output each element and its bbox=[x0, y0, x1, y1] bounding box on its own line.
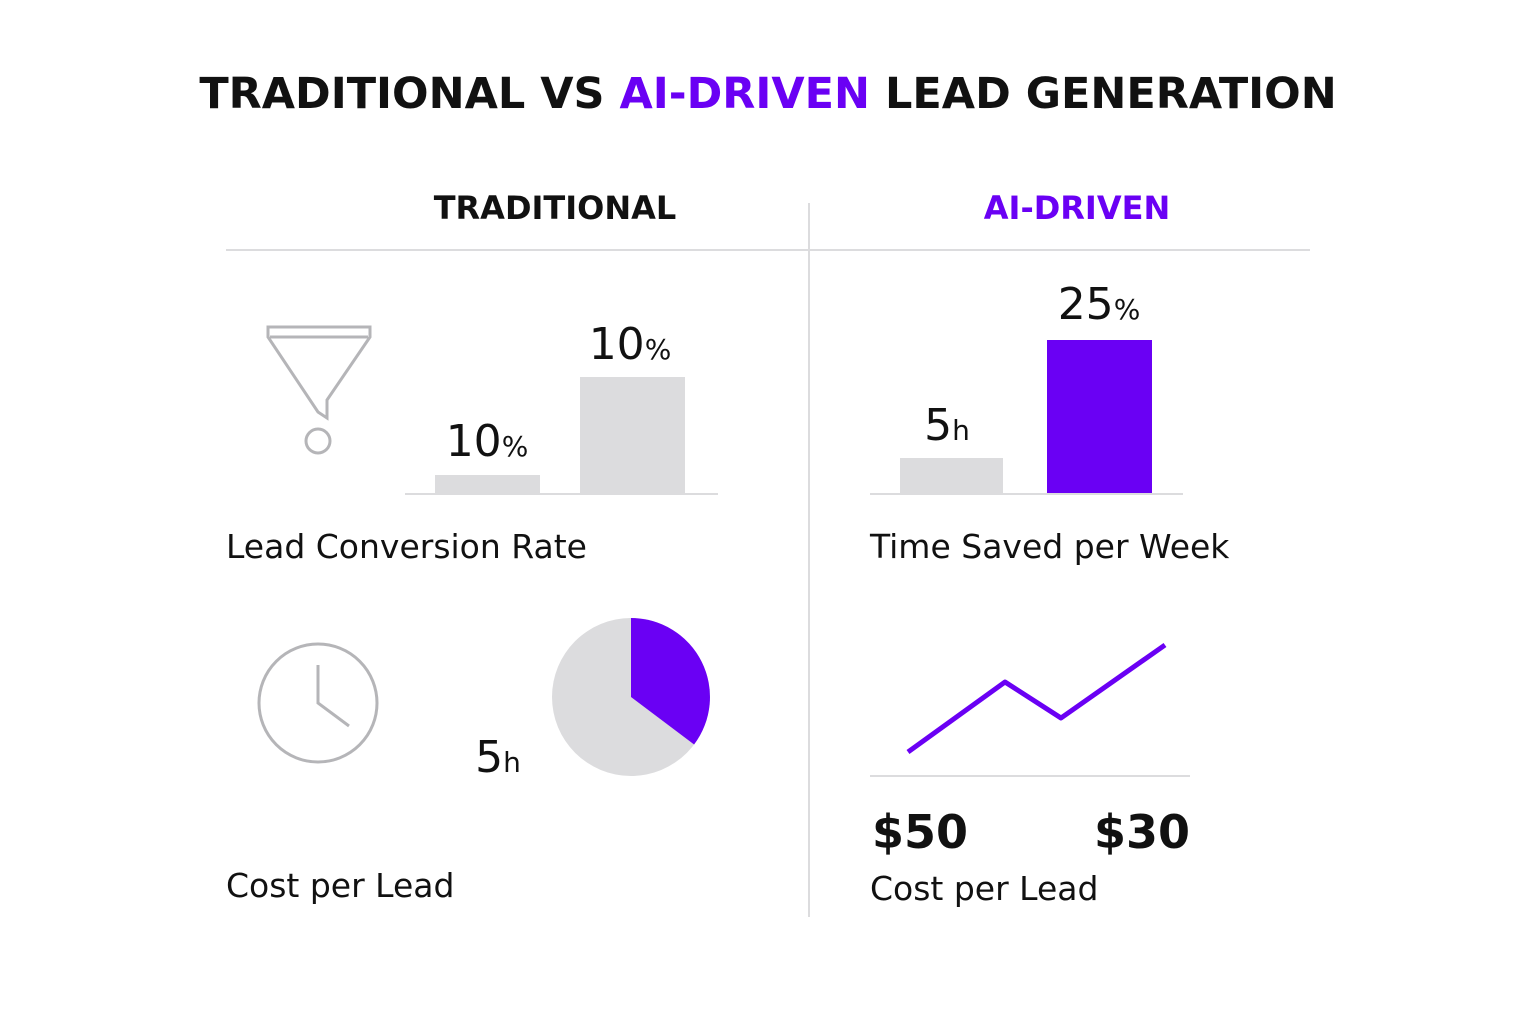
pie-slice bbox=[631, 618, 710, 745]
number: 25 bbox=[1058, 279, 1114, 330]
bar bbox=[900, 458, 1003, 494]
cost-label: $50 bbox=[872, 805, 968, 859]
trend-line bbox=[906, 642, 1167, 755]
caption: Cost per Lead bbox=[226, 866, 454, 905]
cost-label: $30 bbox=[1094, 805, 1190, 859]
unit: % bbox=[1114, 293, 1141, 326]
bar bbox=[435, 475, 540, 494]
column-header: TRADITIONAL bbox=[434, 189, 677, 227]
bar bbox=[1047, 340, 1152, 494]
unit: % bbox=[645, 333, 672, 366]
bar-label: 10% bbox=[446, 416, 529, 467]
bar-label: 25% bbox=[1058, 279, 1141, 330]
funnel-icon bbox=[266, 325, 372, 455]
title-part: TRADITIONAL VS bbox=[199, 69, 619, 119]
number: 5 bbox=[924, 400, 952, 451]
bar-label: 10% bbox=[589, 319, 672, 370]
bar bbox=[580, 377, 685, 494]
unit: % bbox=[502, 430, 529, 463]
title-highlight: AI-DRIVEN bbox=[619, 69, 870, 119]
number: 10 bbox=[446, 416, 502, 467]
title: TRADITIONAL VS AI-DRIVEN LEAD GENERATION bbox=[199, 69, 1336, 119]
clock-icon bbox=[257, 642, 379, 764]
column-header: AI-DRIVEN bbox=[984, 189, 1170, 227]
pie-label: 5h bbox=[475, 732, 521, 783]
bar-label: 5h bbox=[924, 400, 970, 451]
caption: Lead Conversion Rate bbox=[226, 527, 587, 566]
unit: h bbox=[503, 746, 521, 779]
caption: Time Saved per Week bbox=[869, 527, 1230, 566]
caption: Cost per Lead bbox=[870, 869, 1098, 908]
number: 5 bbox=[475, 732, 503, 783]
unit: h bbox=[952, 414, 970, 447]
number: 10 bbox=[589, 319, 645, 370]
title-part: LEAD GENERATION bbox=[870, 69, 1337, 119]
